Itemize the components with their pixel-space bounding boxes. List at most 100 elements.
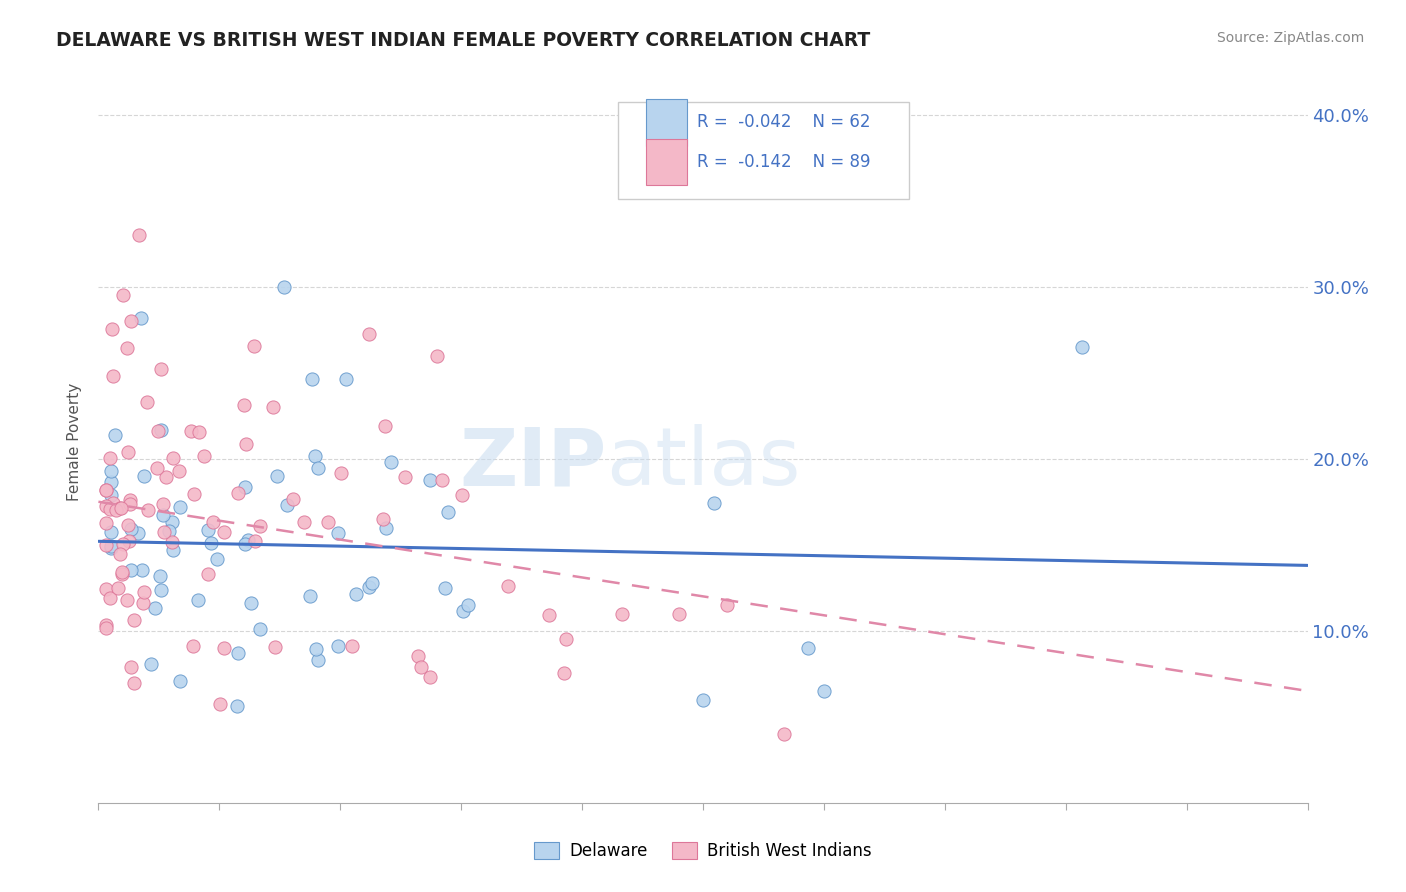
Point [160, 535, 183, 549]
Point [266, 469, 288, 483]
Point [100, 488, 122, 502]
Point [117, 517, 139, 532]
Point [375, 521, 398, 535]
Point [193, 449, 215, 463]
Point [135, 395, 157, 409]
Text: Source: ZipAtlas.com: Source: ZipAtlas.com [1216, 31, 1364, 45]
Point [98, 501, 121, 516]
Point [243, 339, 266, 353]
Point [304, 450, 326, 464]
Point [307, 653, 329, 667]
Point [612, 607, 634, 621]
Point [150, 582, 173, 597]
Point [117, 445, 139, 459]
Point [340, 639, 363, 653]
Point [111, 288, 134, 302]
Point [226, 646, 249, 660]
Point [457, 599, 479, 613]
Point [152, 508, 174, 522]
Point [153, 525, 176, 540]
Point [122, 613, 145, 627]
Point [226, 486, 249, 500]
Point [150, 423, 173, 437]
Point [294, 515, 316, 529]
Point [104, 502, 127, 516]
Point [307, 461, 329, 475]
Point [538, 608, 561, 623]
Point [276, 498, 298, 512]
Point [100, 539, 122, 553]
Point [139, 657, 162, 672]
Text: R =  -0.142    N = 89: R = -0.142 N = 89 [697, 153, 870, 171]
Point [330, 466, 353, 480]
Point [772, 726, 794, 740]
FancyBboxPatch shape [619, 102, 908, 200]
Point [668, 607, 690, 621]
Point [316, 515, 339, 529]
Point [703, 496, 725, 510]
Point [120, 660, 142, 674]
Legend: Delaware, British West Indians: Delaware, British West Indians [527, 835, 879, 867]
Point [371, 512, 394, 526]
Point [110, 500, 132, 515]
Y-axis label: Female Poverty: Female Poverty [67, 383, 83, 500]
Point [120, 522, 142, 536]
Point [212, 641, 235, 656]
Point [183, 487, 205, 501]
Point [146, 424, 169, 438]
Point [120, 314, 142, 328]
Point [101, 496, 124, 510]
Point [357, 580, 380, 594]
Point [96, 516, 118, 530]
Point [96, 483, 118, 497]
Point [409, 660, 432, 674]
Point [226, 698, 249, 713]
Point [197, 523, 219, 537]
Point [162, 543, 184, 558]
Point [146, 460, 169, 475]
Point [115, 593, 138, 607]
Point [169, 673, 191, 688]
Point [394, 470, 416, 484]
Point [149, 362, 172, 376]
Point [426, 349, 449, 363]
Point [239, 596, 262, 610]
Point [233, 398, 256, 412]
Text: ZIP: ZIP [458, 425, 606, 502]
Point [187, 425, 209, 440]
Point [96, 618, 118, 632]
Point [716, 598, 738, 612]
Point [118, 497, 141, 511]
Point [326, 525, 349, 540]
Point [236, 533, 259, 548]
Point [128, 228, 150, 243]
Point [1070, 340, 1092, 354]
Point [152, 497, 174, 511]
Point [100, 475, 122, 489]
Point [813, 684, 835, 698]
Point [98, 591, 121, 605]
Point [301, 372, 323, 386]
Point [433, 581, 456, 595]
Point [129, 310, 152, 325]
Point [555, 632, 578, 647]
Point [419, 473, 441, 487]
Point [419, 670, 441, 684]
Point [357, 326, 380, 341]
Point [100, 464, 122, 478]
Point [264, 640, 287, 654]
Point [243, 534, 266, 549]
Point [101, 322, 124, 336]
Point [262, 400, 284, 414]
Point [160, 515, 183, 529]
FancyBboxPatch shape [647, 139, 688, 186]
Point [118, 493, 141, 508]
Point [346, 587, 368, 601]
Point [181, 639, 204, 653]
Point [273, 279, 295, 293]
Point [100, 541, 122, 555]
Point [96, 499, 118, 513]
Point [131, 563, 153, 577]
Point [149, 569, 172, 583]
Point [118, 533, 141, 548]
